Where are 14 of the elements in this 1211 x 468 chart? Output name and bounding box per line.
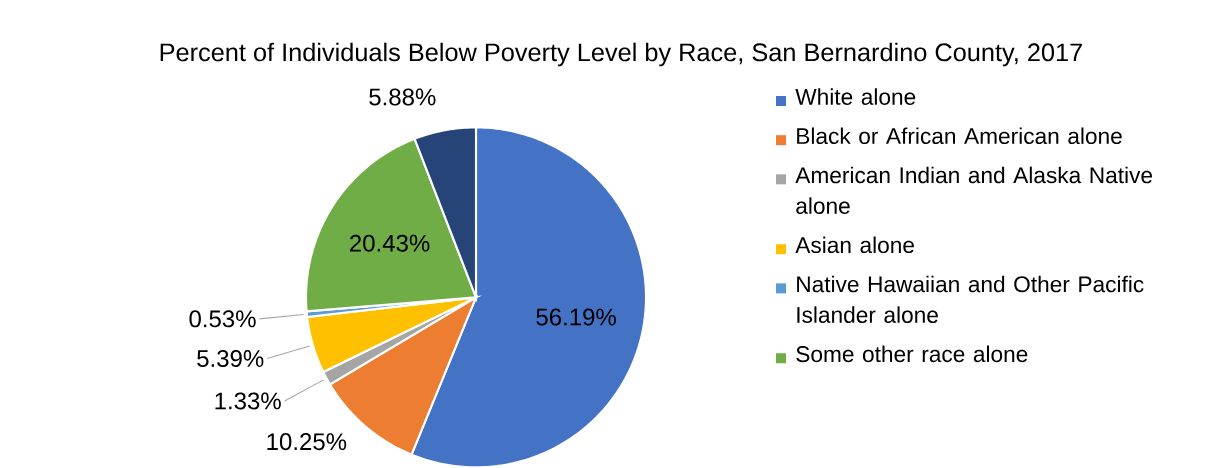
data-label: 56.19%: [536, 308, 616, 326]
legend-label: Black or African American alone: [797, 127, 1122, 145]
data-label: 5.88%: [369, 88, 436, 106]
legend-label: American Indian and Alaska Native alone: [795, 166, 1153, 214]
data-label: 0.53%: [189, 310, 256, 328]
legend-label: Some other race alone: [796, 345, 1028, 363]
data-label: 20.43%: [350, 234, 430, 252]
legend-label: Asian alone: [795, 236, 914, 254]
legend-label: Native Hawaiian and Other Pacific Islander alone: [797, 275, 1144, 323]
legend-label: White alone: [795, 88, 916, 105]
data-label: 1.33%: [215, 392, 281, 410]
data-label: 5.39%: [197, 350, 264, 368]
chart-title: Percent of Individuals Below Poverty Level by Race, San Bernardino County, 2017: [160, 42, 1082, 67]
data-label: 10.25%: [267, 433, 347, 451]
